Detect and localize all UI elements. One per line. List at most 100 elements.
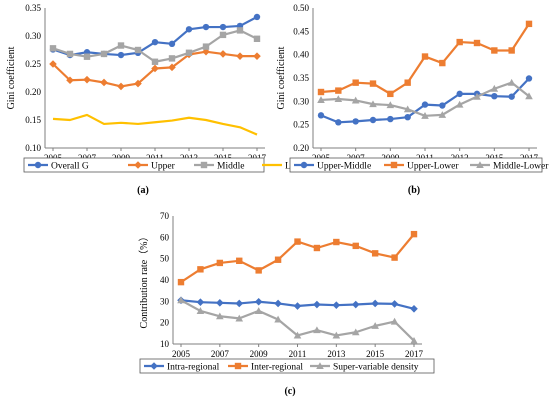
legend: Upper-Middle Upper-Lower Middle-Lower xyxy=(289,157,549,173)
data-point xyxy=(313,326,321,334)
x-tick-label: 2017 xyxy=(405,349,424,359)
data-point xyxy=(202,43,210,50)
data-point xyxy=(49,45,57,52)
data-point xyxy=(49,60,57,68)
data-point xyxy=(83,75,91,84)
legend-entry: Upper-Middle xyxy=(317,162,371,172)
legend-entry: Overall G xyxy=(51,162,89,172)
y-tick-label: 0.40 xyxy=(293,50,309,60)
y-tick-label: 40 xyxy=(160,275,170,285)
data-point xyxy=(317,96,325,103)
y-tick-label: 0.50 xyxy=(293,3,309,13)
data-point xyxy=(335,87,342,94)
y-axis-title: Gini coefficient xyxy=(276,46,287,109)
data-point xyxy=(387,90,394,98)
data-point xyxy=(168,55,176,62)
series-overall-g xyxy=(49,13,261,59)
data-point xyxy=(254,297,263,306)
data-point xyxy=(369,116,377,124)
x-tick-label: 2009 xyxy=(250,349,269,359)
y-tick-label: 70 xyxy=(160,211,170,221)
x-tick-label: 2013 xyxy=(327,349,346,359)
data-point xyxy=(525,75,533,82)
data-point xyxy=(333,238,340,246)
data-point xyxy=(196,307,205,314)
chart-panel-1: 0.100.150.200.250.300.352005200720092011… xyxy=(6,3,311,196)
data-point xyxy=(421,112,429,119)
data-point xyxy=(100,78,108,87)
y-tick-label: 0.25 xyxy=(293,120,309,130)
data-point xyxy=(117,51,125,59)
data-point xyxy=(254,307,263,314)
data-point xyxy=(151,58,159,65)
data-point xyxy=(439,102,446,109)
y-tick-label: 0.30 xyxy=(293,96,309,106)
data-point xyxy=(371,250,379,257)
data-point xyxy=(313,244,321,252)
y-tick-label: 30 xyxy=(160,296,170,306)
data-point xyxy=(351,328,360,336)
data-point xyxy=(491,93,498,100)
y-tick-label: 0.25 xyxy=(25,59,41,69)
data-point xyxy=(66,50,74,58)
y-tick-label: 0.45 xyxy=(293,26,309,36)
data-point xyxy=(421,101,429,108)
data-point xyxy=(219,31,227,39)
data-point xyxy=(168,63,176,72)
data-point xyxy=(352,118,359,125)
series-line xyxy=(52,113,258,136)
data-point xyxy=(439,59,446,67)
data-point xyxy=(177,278,185,286)
y-tick-label: 0.20 xyxy=(25,87,41,97)
data-point xyxy=(219,50,227,58)
x-tick-label: 2007 xyxy=(211,349,230,359)
series-line xyxy=(52,29,258,63)
data-point xyxy=(134,79,142,88)
data-point xyxy=(151,38,159,46)
series-middle-lower xyxy=(317,78,533,119)
data-point xyxy=(202,23,210,31)
legend-entry: Super-variable density xyxy=(333,363,419,373)
series-line xyxy=(320,81,530,117)
series-line xyxy=(52,15,258,57)
data-point xyxy=(66,76,74,85)
data-point xyxy=(316,362,324,370)
series-lower xyxy=(52,113,258,136)
data-point xyxy=(332,331,341,339)
series-super-variable-density xyxy=(177,296,418,344)
data-point xyxy=(335,119,342,126)
y-tick-label: 20 xyxy=(160,318,170,328)
y-tick-label: 0.10 xyxy=(25,143,41,153)
legend-box xyxy=(139,358,435,374)
data-point xyxy=(274,299,282,308)
data-point xyxy=(236,52,244,60)
data-point xyxy=(216,312,224,320)
data-point xyxy=(200,161,208,169)
data-point xyxy=(216,299,224,307)
y-tick-label: 0.30 xyxy=(25,31,41,41)
data-point xyxy=(253,52,261,60)
data-point xyxy=(235,299,244,308)
data-point xyxy=(216,259,224,267)
y-tick-label: 0.35 xyxy=(293,73,309,83)
data-point xyxy=(134,161,142,169)
data-point xyxy=(476,161,484,169)
y-tick-label: 0.35 xyxy=(25,3,41,13)
data-point xyxy=(236,257,243,264)
data-point xyxy=(371,322,379,329)
data-point xyxy=(387,115,394,123)
data-point xyxy=(117,82,125,91)
data-point xyxy=(100,50,108,58)
data-point xyxy=(351,96,360,104)
data-point xyxy=(369,100,377,108)
legend-entry: Inter-regional xyxy=(251,363,303,373)
data-point xyxy=(390,300,399,308)
y-tick-label: 60 xyxy=(160,232,170,242)
data-point xyxy=(473,39,481,47)
data-point xyxy=(253,35,261,42)
data-point xyxy=(300,161,308,169)
data-point xyxy=(235,314,244,322)
data-point xyxy=(255,267,262,274)
legend-entry: Upper xyxy=(151,162,176,172)
data-point xyxy=(490,84,499,92)
